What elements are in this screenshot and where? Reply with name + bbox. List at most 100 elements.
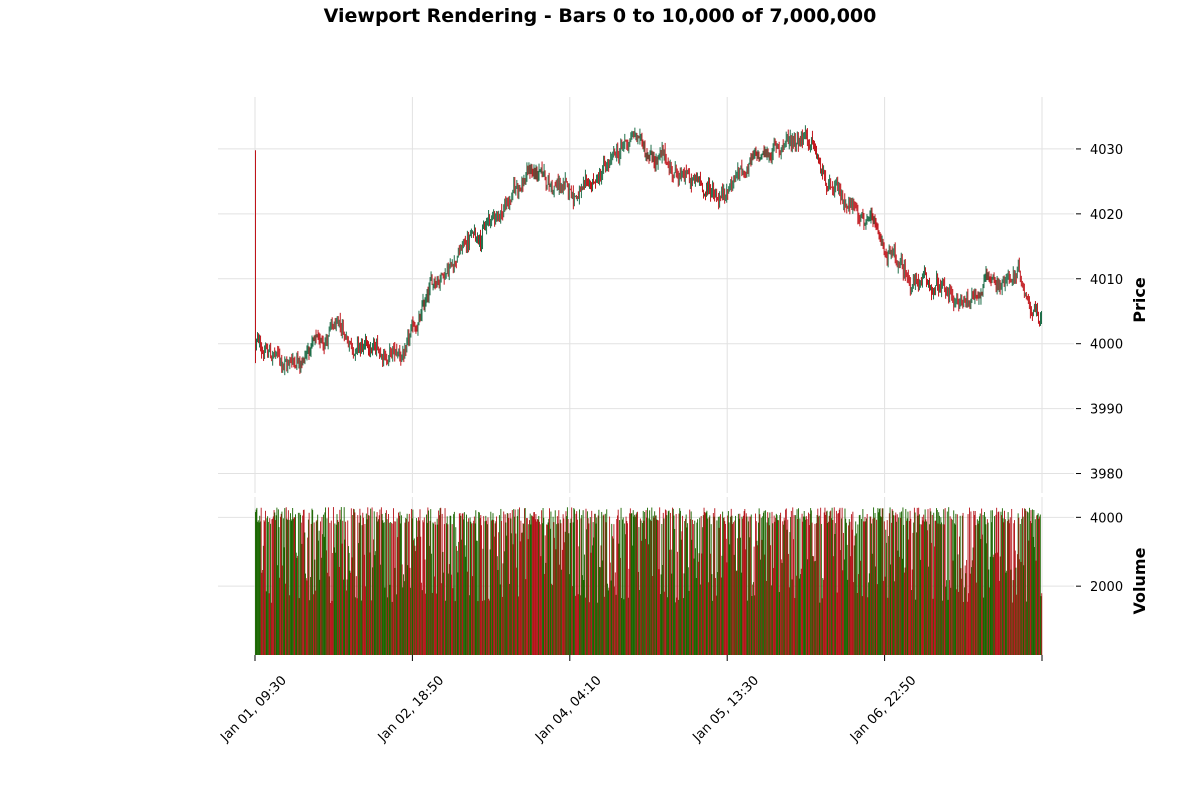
volume-bar: [260, 521, 261, 655]
volume-bar: [770, 585, 772, 655]
volume-bar: [979, 516, 980, 655]
volume-bar: [547, 522, 549, 655]
volume-bar: [869, 516, 871, 655]
volume-bar: [358, 522, 360, 655]
volume-bar: [760, 517, 762, 655]
volume-bar: [697, 561, 699, 655]
volume-bar: [606, 509, 608, 655]
volume-bar: [822, 578, 824, 655]
volume-panel: 2000 4000 Volume: [218, 497, 1149, 655]
volume-bar: [363, 554, 365, 655]
volume-bar: [855, 533, 857, 655]
volume-bar: [370, 508, 372, 655]
volume-bar: [576, 519, 578, 655]
volume-axis-label: Volume: [1130, 547, 1149, 614]
volume-bar: [898, 556, 900, 655]
volume-bar: [857, 524, 859, 655]
volume-bar: [264, 521, 266, 655]
volume-bar: [974, 511, 976, 655]
volume-bar: [939, 524, 941, 655]
volume-bar: [286, 518, 288, 655]
volume-bar: [366, 519, 368, 655]
volume-bar: [758, 508, 760, 655]
volume-bar: [981, 534, 983, 655]
volume-bar: [748, 516, 750, 655]
volume-bar: [850, 514, 852, 655]
volume-bar: [478, 511, 480, 655]
volume-bar: [420, 582, 422, 655]
volume-bar: [634, 514, 636, 655]
volume-bar: [596, 602, 598, 655]
volume-bar: [629, 508, 631, 655]
volume-bar: [835, 523, 837, 655]
volume-bar: [858, 574, 860, 655]
volume-bar: [292, 518, 294, 655]
volume-bar: [579, 595, 581, 655]
volume-bar: [996, 552, 998, 655]
volume-bar: [918, 514, 920, 655]
volume-bar: [617, 515, 618, 655]
volume-bar: [461, 539, 462, 655]
volume-bar: [988, 569, 990, 655]
volume-bar: [926, 530, 928, 655]
volume-bar: [877, 508, 879, 655]
volume-bar: [738, 518, 740, 655]
volume-bar: [418, 520, 420, 655]
volume-bar: [641, 540, 643, 655]
volume-bar: [416, 536, 418, 655]
volume-bar: [729, 544, 731, 655]
volume-bar: [959, 536, 960, 655]
volume-bar: [815, 560, 817, 655]
volume-bar: [636, 512, 638, 655]
volume-bar: [863, 521, 865, 655]
volume-bar: [459, 513, 461, 655]
volume-bar: [687, 523, 689, 655]
volume-bar: [979, 513, 981, 655]
volume-bar: [1017, 513, 1019, 655]
volume-bar: [268, 593, 270, 655]
volume-bar: [836, 592, 838, 655]
volume-bars: [255, 507, 1043, 655]
volume-bar: [375, 551, 377, 655]
volume-bar: [496, 556, 498, 655]
volume-bar: [878, 509, 880, 655]
volume-bar: [895, 512, 897, 655]
volume-bar: [785, 509, 787, 655]
volume-bar: [735, 515, 736, 655]
volume-bar: [556, 516, 558, 655]
volume-bar: [876, 584, 878, 655]
volume-bar: [775, 513, 777, 655]
volume-bar: [470, 521, 472, 655]
volume-bar: [519, 507, 520, 655]
volume-bar: [769, 512, 771, 655]
volume-bar: [607, 583, 608, 655]
volume-bar: [492, 513, 494, 655]
volume-bar: [839, 507, 841, 655]
volume-bar: [858, 515, 860, 655]
volume-bar: [867, 597, 869, 655]
volume-bar: [727, 515, 729, 655]
volume-bar: [363, 517, 364, 655]
volume-bar: [318, 530, 320, 655]
volume-bar: [621, 598, 623, 655]
volume-bar: [343, 507, 345, 655]
volume-bar: [434, 521, 436, 655]
volume-bar: [728, 522, 730, 655]
volume-bar: [597, 515, 599, 655]
volume-bar: [296, 557, 298, 655]
volume-bar: [871, 523, 872, 655]
x-tick-label: Jan 05, 13:30: [690, 673, 762, 745]
volume-bar: [976, 582, 978, 655]
volume-bar: [681, 531, 683, 655]
volume-bar: [486, 524, 488, 655]
volume-bar: [785, 508, 787, 655]
volume-bar: [287, 510, 289, 655]
volume-bar: [554, 537, 555, 655]
volume-bar: [588, 523, 590, 655]
volume-bar: [569, 574, 570, 655]
volume-bar: [740, 537, 741, 655]
volume-bar: [963, 601, 965, 655]
volume-bar: [897, 550, 899, 655]
volume-bar: [903, 572, 905, 655]
volume-bar: [550, 511, 552, 655]
